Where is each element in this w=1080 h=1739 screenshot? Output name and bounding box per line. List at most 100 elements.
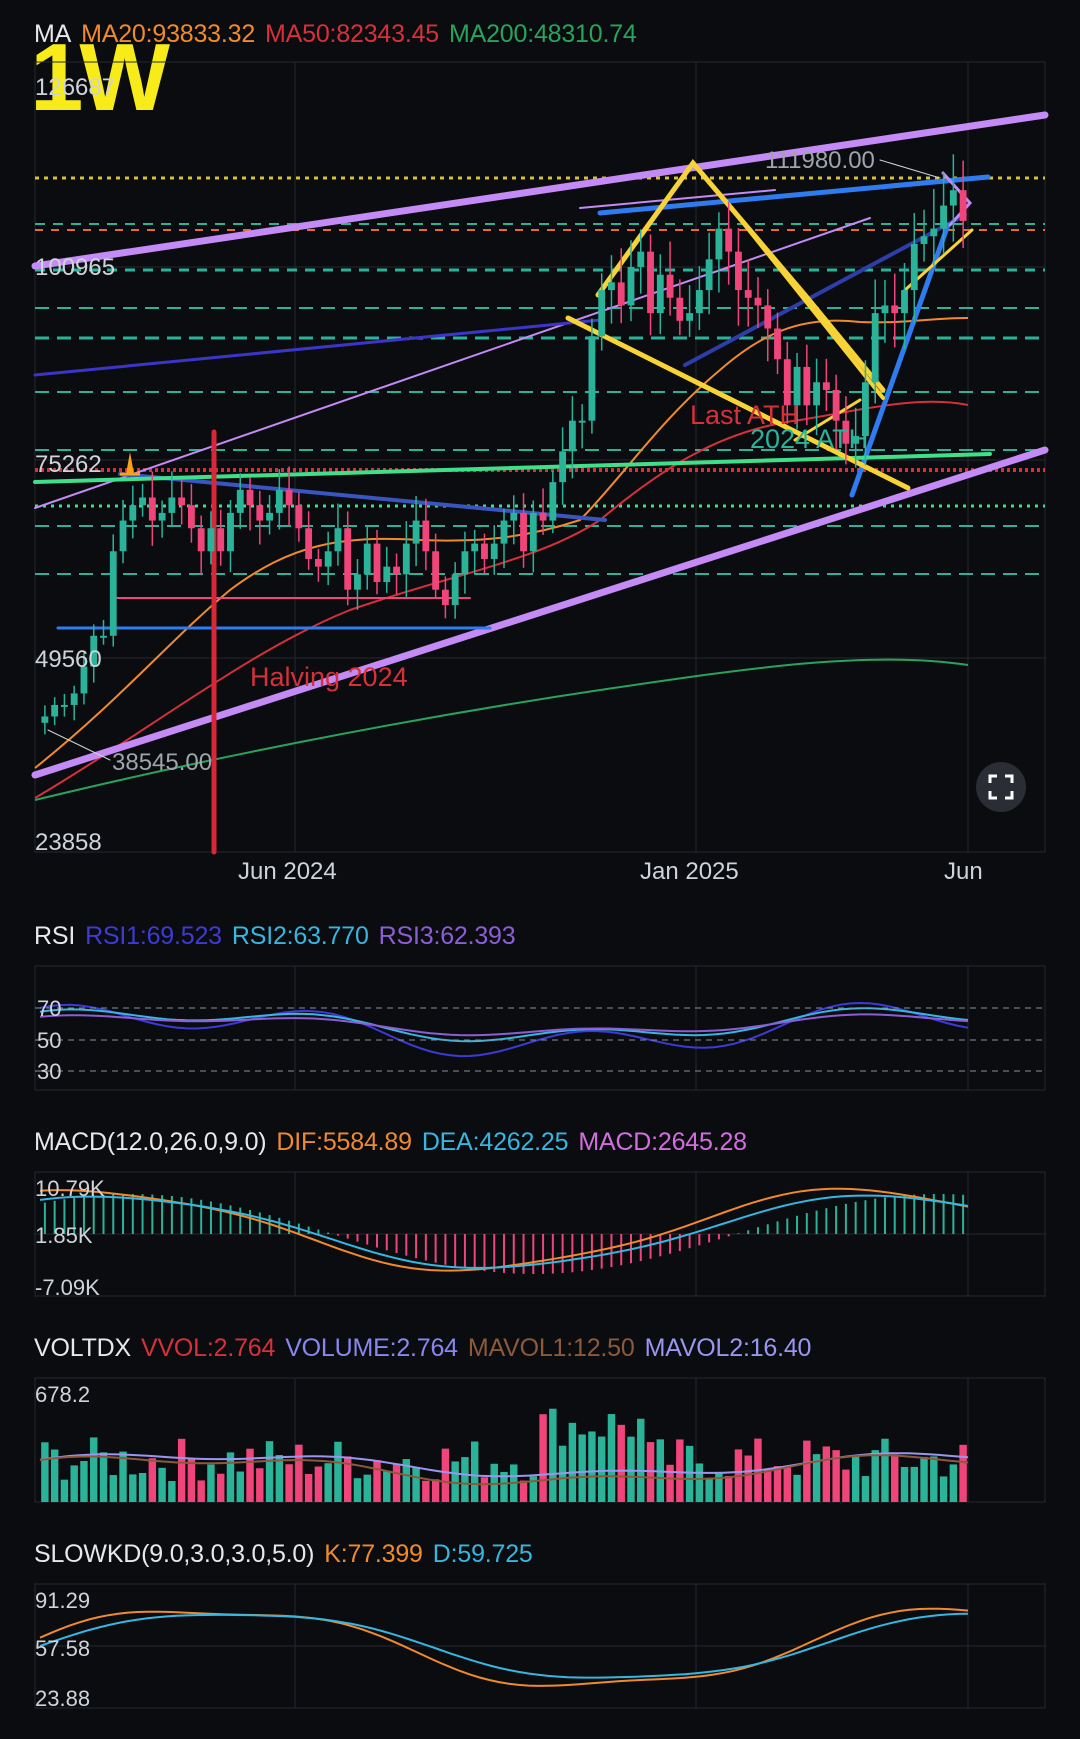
candle-body: [656, 274, 664, 314]
volume-bar: [119, 1451, 127, 1502]
candle-body: [148, 497, 156, 521]
candle-body: [207, 528, 215, 552]
volume-bar: [285, 1464, 293, 1502]
volume-bar: [217, 1473, 225, 1502]
candle-body: [901, 290, 908, 314]
volume-bar: [578, 1434, 586, 1502]
green-horizontal-line: [33, 452, 992, 484]
volume-bar: [637, 1418, 645, 1502]
volume-bar: [715, 1472, 723, 1502]
volume-bar: [314, 1466, 323, 1502]
volume-bar: [246, 1448, 254, 1502]
high-pointer-line: [879, 159, 941, 179]
d-line: [39, 1612, 969, 1679]
rsi-level-30: 30: [37, 1059, 61, 1084]
volume-bar: [744, 1455, 752, 1502]
macd-y-top: 10.79K: [35, 1176, 105, 1201]
candle-body: [598, 290, 606, 337]
volume-bar: [939, 1476, 948, 1502]
dif-value: DIF:5584.89: [276, 1128, 412, 1156]
volume-bar: [470, 1441, 479, 1502]
candle-body: [70, 693, 78, 705]
volume-bar: [402, 1459, 411, 1502]
macd-y-bottom: -7.09K: [35, 1275, 100, 1300]
rsi1-line: [39, 1001, 969, 1058]
kd-y-top: 91.29: [35, 1588, 90, 1613]
candle-body: [500, 520, 508, 544]
navy-trend-line: [33, 318, 602, 377]
mavol2-value: MAVOL2:16.40: [644, 1334, 812, 1362]
candle-body: [139, 497, 146, 506]
volume-bar: [90, 1437, 98, 1502]
candle-body: [432, 551, 440, 590]
volume-bar: [158, 1467, 166, 1502]
low-price-label: 38545.00: [112, 749, 212, 776]
volume-bar: [529, 1476, 538, 1502]
volume-bar: [187, 1458, 196, 1502]
candle-body: [568, 420, 576, 452]
volume-bar: [695, 1463, 704, 1502]
candle-body: [393, 566, 400, 575]
candle-body: [334, 528, 342, 552]
volume-bar: [275, 1455, 284, 1502]
yellow-wedge-upper: [723, 198, 885, 400]
candle-body: [754, 297, 762, 306]
volume-bar: [627, 1436, 635, 1502]
candle-body: [295, 505, 303, 529]
macd-y-mid: 1.85K: [35, 1223, 93, 1248]
main-indicator-header: MA MA20:93833.32 MA50:82343.45 MA200:48310.…: [34, 20, 647, 49]
volume-bar: [412, 1467, 420, 1502]
candle-body: [666, 274, 674, 298]
candle-body: [949, 190, 957, 206]
volume-bar: [519, 1480, 528, 1502]
candle-body: [891, 305, 899, 314]
y-label-3: 75262: [35, 451, 102, 478]
candle-body: [881, 305, 889, 314]
candle-body: [744, 290, 752, 298]
rsi1-value: RSI1:69.523: [85, 922, 222, 950]
k-value: K:77.399: [324, 1540, 423, 1568]
candle-body: [783, 359, 791, 406]
volume-bar: [304, 1473, 313, 1502]
ma50-line: [34, 400, 969, 799]
y-label-4: 49560: [35, 646, 102, 673]
volume-bar: [607, 1414, 616, 1502]
volume-bar: [99, 1452, 108, 1502]
volume-y-top: 678.2: [35, 1382, 90, 1407]
ma20-value: MA20:93833.32: [81, 20, 256, 48]
volume-bar: [705, 1478, 713, 1502]
rsi-label: RSI: [34, 922, 76, 950]
navy-trend-line-2: [683, 213, 967, 367]
volume-bar: [910, 1466, 918, 1502]
candle-body: [324, 551, 332, 567]
candle-body: [803, 366, 811, 406]
volume-bar: [256, 1468, 264, 1502]
x-label-jan-2025: Jan 2025: [640, 858, 739, 885]
volume-bar: [177, 1438, 186, 1502]
vvol-value: VVOL:2.764: [140, 1334, 276, 1362]
expand-button[interactable]: [976, 762, 1026, 812]
candle-body: [451, 574, 459, 606]
candle-body: [51, 704, 59, 717]
volume-bar: [597, 1436, 606, 1502]
candle-body: [305, 528, 313, 559]
candle-body: [158, 512, 166, 521]
candle-body: [910, 243, 918, 291]
volume-bar: [676, 1439, 684, 1502]
candle-body: [617, 282, 625, 306]
low-pointer-line: [47, 729, 111, 761]
candle-body: [578, 420, 586, 423]
candle-body: [471, 543, 479, 552]
volume-bar: [373, 1460, 381, 1502]
candle-body: [344, 528, 352, 590]
dea-line: [39, 1194, 969, 1269]
volume-bar: [812, 1454, 821, 1502]
volume-bar: [490, 1463, 498, 1502]
candle-body: [80, 666, 88, 694]
y-label-2: 100965: [35, 254, 115, 281]
ma50-value: MA50:82343.45: [265, 20, 439, 48]
volume-bar: [295, 1444, 303, 1502]
candle-body: [549, 482, 557, 521]
timeframe-label[interactable]: 1W: [30, 24, 170, 131]
